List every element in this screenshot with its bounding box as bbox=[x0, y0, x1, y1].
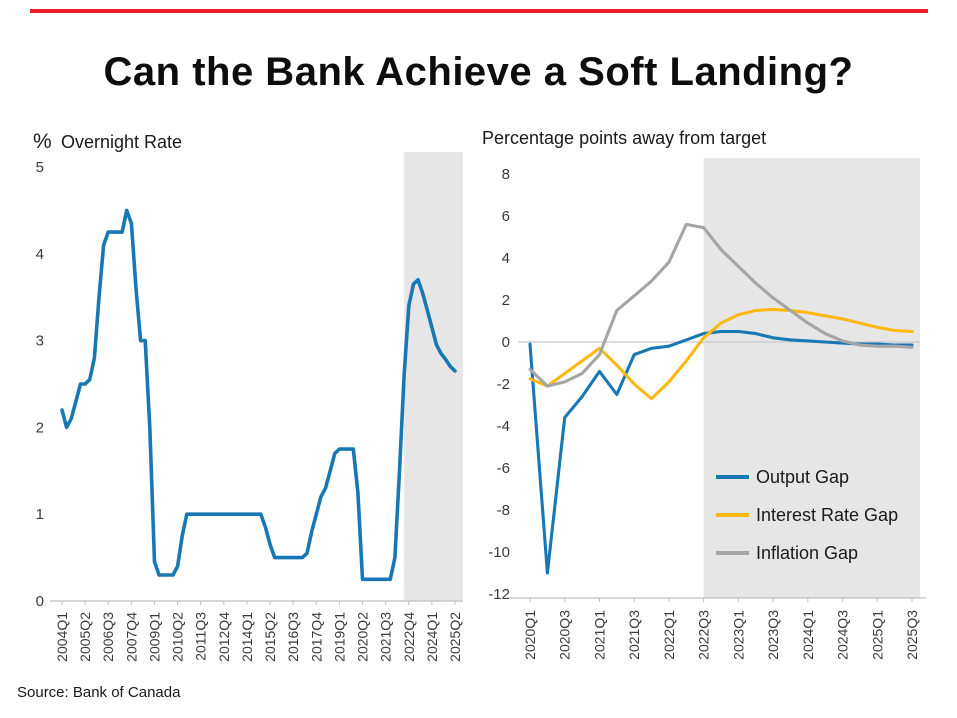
legend-item-interest-rate-gap: Interest Rate Gap bbox=[716, 496, 898, 534]
y-tick-label: -12 bbox=[488, 586, 510, 603]
x-tick-label: 2020Q3 bbox=[557, 610, 573, 660]
x-tick-label: 2016Q3 bbox=[285, 612, 301, 662]
x-tick-label: 2012Q4 bbox=[216, 612, 232, 662]
y-tick-label: -8 bbox=[497, 502, 510, 519]
y-tick-label: 1 bbox=[36, 506, 44, 523]
x-tick-label: 2005Q2 bbox=[77, 612, 93, 662]
legend-swatch-inflation-gap bbox=[716, 551, 749, 555]
legend-swatch-output-gap bbox=[716, 475, 749, 479]
x-tick-label: 2022Q3 bbox=[696, 610, 712, 660]
y-tick-label: -4 bbox=[497, 418, 510, 435]
y-tick-label: -6 bbox=[497, 460, 510, 477]
x-tick-label: 2010Q2 bbox=[170, 612, 186, 662]
y-tick-label: 0 bbox=[502, 334, 510, 351]
page-title: Can the Bank Achieve a Soft Landing? bbox=[103, 50, 854, 94]
series-line-inflation-gap bbox=[528, 222, 914, 388]
y-tick-label: 0 bbox=[36, 593, 44, 610]
x-tick-label: 2017Q4 bbox=[308, 612, 324, 662]
x-tick-label: 2007Q4 bbox=[123, 612, 139, 662]
x-tick-label: 2006Q3 bbox=[100, 612, 116, 662]
legend-label-inflation-gap: Inflation Gap bbox=[756, 542, 859, 563]
x-tick-label: 2020Q2 bbox=[355, 612, 371, 662]
x-tick-label: 2011Q3 bbox=[193, 612, 209, 661]
x-tick-label: 2021Q3 bbox=[378, 612, 394, 662]
x-tick-label: 2022Q4 bbox=[401, 612, 417, 662]
y-tick-label: 4 bbox=[36, 246, 44, 263]
x-tick-label: 2023Q3 bbox=[765, 610, 781, 660]
legend-swatch-interest-rate-gap bbox=[716, 513, 749, 517]
series-line-overnight-rate bbox=[60, 208, 457, 582]
x-tick-label: 2022Q1 bbox=[661, 610, 677, 660]
x-tick-label: 2004Q1 bbox=[54, 612, 70, 662]
y-tick-label: 2 bbox=[36, 419, 44, 436]
left-chart-unit-label: % bbox=[33, 130, 52, 153]
x-tick-label: 2021Q1 bbox=[591, 610, 607, 660]
x-tick-label: 2009Q1 bbox=[146, 612, 162, 662]
legend-item-inflation-gap: Inflation Gap bbox=[716, 534, 898, 572]
y-tick-label: 4 bbox=[502, 250, 510, 267]
forecast-band bbox=[703, 158, 920, 598]
y-tick-label: 6 bbox=[502, 208, 510, 225]
y-tick-label: 2 bbox=[502, 292, 510, 309]
x-tick-label: 2025Q2 bbox=[447, 612, 463, 662]
legend: Output Gap Interest Rate Gap Inflation G… bbox=[716, 458, 898, 572]
x-tick-label: 2024Q3 bbox=[835, 610, 851, 660]
y-tick-label: 8 bbox=[502, 166, 510, 183]
x-tick-label: 2024Q1 bbox=[424, 612, 440, 662]
x-tick-label: 2019Q1 bbox=[331, 612, 347, 662]
x-tick-label: 2020Q1 bbox=[522, 610, 538, 660]
left-chart-title: Overnight Rate bbox=[61, 132, 183, 152]
forecast-band bbox=[404, 152, 463, 601]
y-tick-label: -2 bbox=[497, 376, 510, 393]
x-tick-label: 2021Q3 bbox=[626, 610, 642, 660]
y-tick-label: 3 bbox=[36, 333, 44, 350]
right-chart-title: Percentage points away from target bbox=[482, 128, 767, 148]
y-tick-label: 5 bbox=[36, 159, 44, 176]
x-tick-label: 2023Q1 bbox=[730, 610, 746, 660]
series-line-interest-rate-gap bbox=[528, 307, 914, 401]
x-tick-label: 2025Q3 bbox=[904, 610, 920, 660]
x-tick-label: 2024Q1 bbox=[800, 610, 816, 660]
x-tick-label: 2015Q2 bbox=[262, 612, 278, 662]
x-tick-label: 2014Q1 bbox=[239, 612, 255, 662]
top-accent-bar bbox=[30, 9, 928, 13]
source-note: Source: Bank of Canada bbox=[17, 684, 181, 701]
legend-label-output-gap: Output Gap bbox=[756, 466, 850, 487]
legend-item-output-gap: Output Gap bbox=[716, 458, 898, 496]
x-tick-label: 2025Q1 bbox=[869, 610, 885, 660]
y-tick-label: -10 bbox=[488, 544, 510, 561]
legend-label-interest-rate-gap: Interest Rate Gap bbox=[756, 504, 899, 525]
